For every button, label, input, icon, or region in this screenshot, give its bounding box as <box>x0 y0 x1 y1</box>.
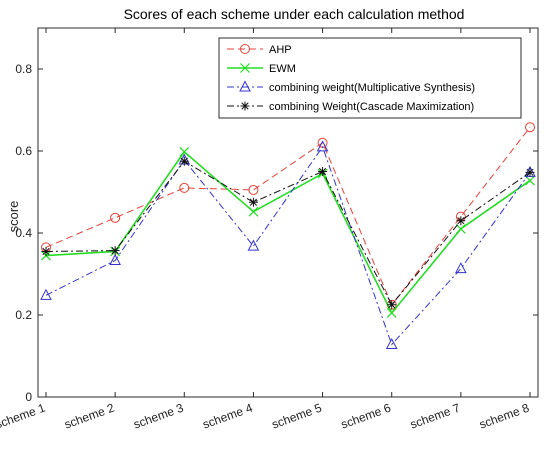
x-marker <box>525 175 535 186</box>
star-marker <box>179 156 189 166</box>
legend-item: combining weight(Multiplicative Synthesi… <box>227 80 475 94</box>
triangle-marker <box>247 239 260 251</box>
circle-marker <box>179 182 190 193</box>
circle-marker <box>110 212 121 223</box>
x-marker <box>455 223 466 234</box>
y-tick-label: 0.2 <box>15 308 32 322</box>
star-marker <box>456 216 466 226</box>
series-layer <box>40 122 536 350</box>
triangle-marker <box>40 288 52 300</box>
series-line <box>45 160 531 306</box>
star-marker <box>318 167 328 176</box>
circle-marker <box>525 122 535 133</box>
y-tick-label: 0.6 <box>15 144 32 158</box>
triangle-marker <box>239 80 251 92</box>
star-marker <box>248 197 258 207</box>
legend-label: combining Weight(Cascade Maximization) <box>269 101 474 113</box>
circle-marker <box>248 184 259 195</box>
x-marker <box>248 206 259 217</box>
series-3 <box>41 156 535 310</box>
legend-label: combining weight(Multiplicative Synthesi… <box>269 82 475 94</box>
chart-title: Scores of each scheme under each calcula… <box>124 6 465 22</box>
triangle-marker <box>316 140 329 152</box>
legend-item: AHP <box>227 44 292 56</box>
y-tick-label: 0.8 <box>15 62 32 76</box>
series-line <box>45 126 531 306</box>
y-tick-label: 0 <box>25 390 32 404</box>
legend-label: EWM <box>269 63 296 75</box>
star-marker <box>387 300 397 310</box>
x-marker <box>240 63 250 73</box>
y-axis-label: score <box>6 201 21 233</box>
star-marker <box>41 246 51 256</box>
star-marker <box>240 101 250 111</box>
x-marker <box>386 308 397 318</box>
legend: AHP EWM combining weight(Multiplicative Sy… <box>218 37 522 119</box>
series-line <box>45 145 531 346</box>
triangle-marker <box>109 253 121 265</box>
circle-marker <box>240 44 250 54</box>
legend-item: EWM <box>227 63 296 75</box>
triangle-marker <box>385 337 398 350</box>
triangle-marker <box>455 262 467 274</box>
x-marker <box>179 146 190 157</box>
star-marker <box>525 167 535 177</box>
y-tick-label: 0.4 <box>15 226 32 240</box>
series-line <box>45 150 531 315</box>
legend-label: AHP <box>269 44 292 56</box>
legend-box <box>218 37 522 119</box>
star-marker <box>110 246 120 256</box>
legend-item: combining Weight(Cascade Maximization) <box>227 101 474 113</box>
